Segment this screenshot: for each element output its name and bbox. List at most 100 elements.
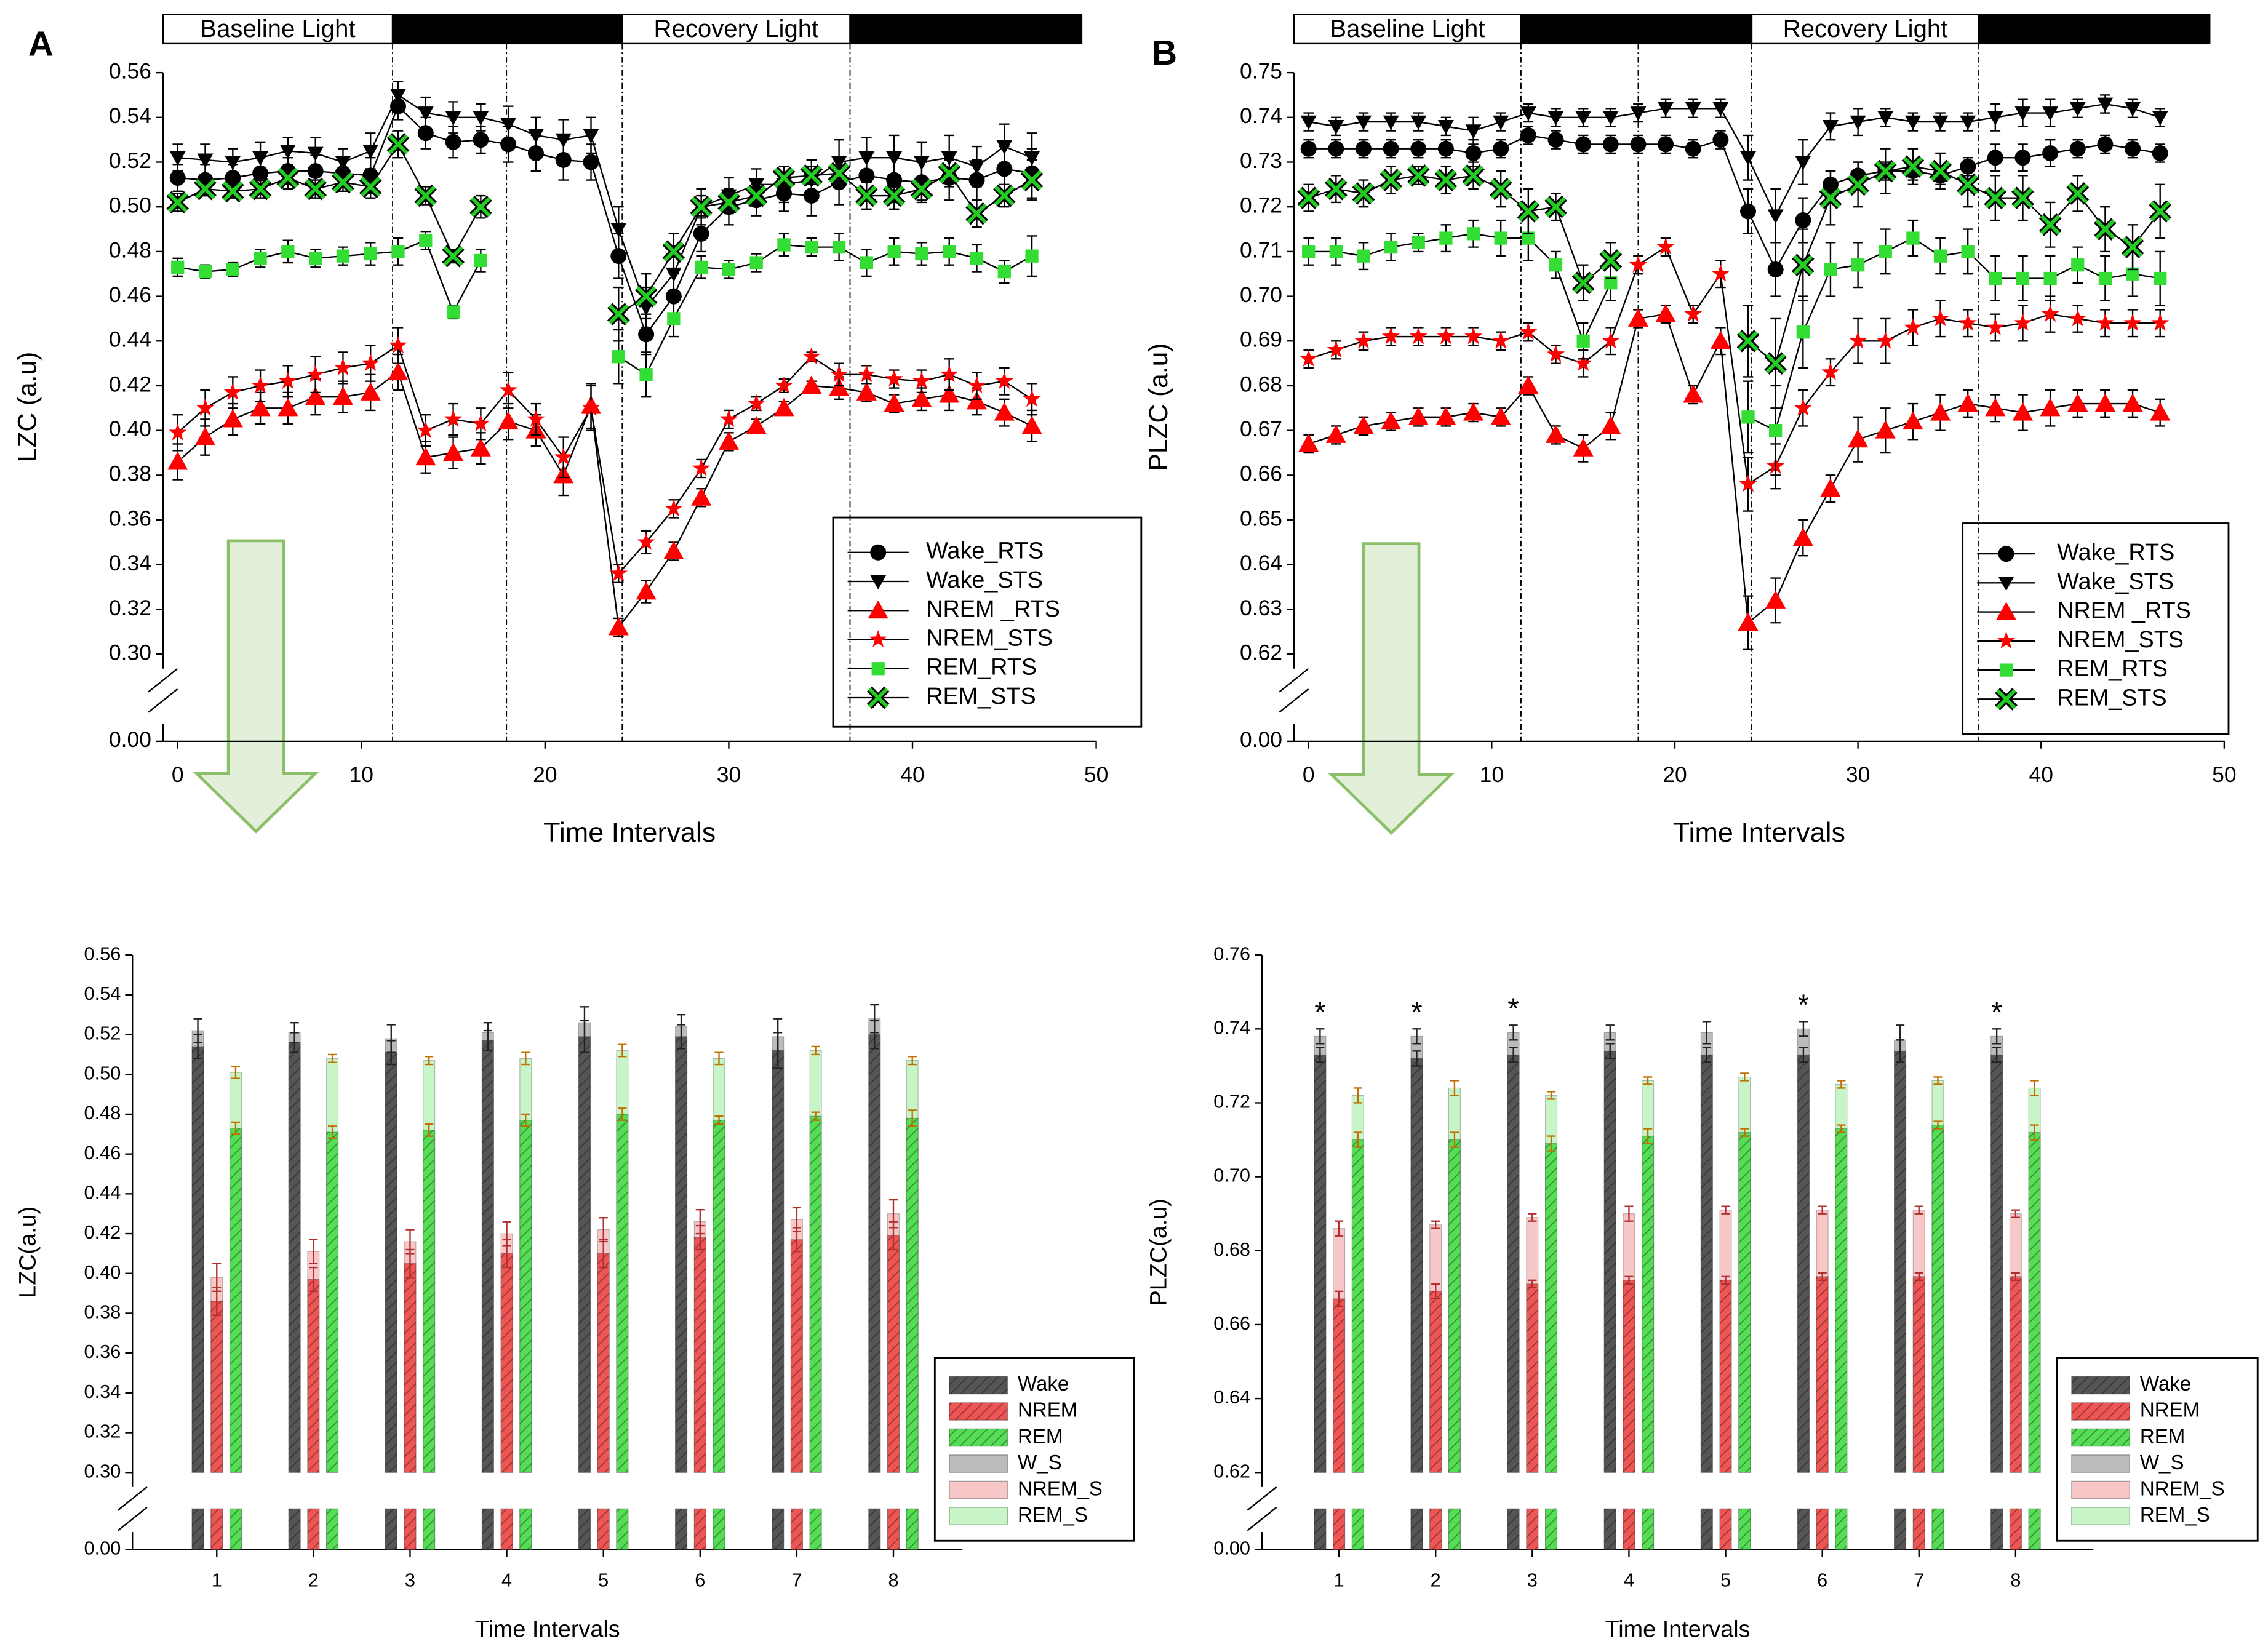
marker	[1819, 186, 1842, 210]
y-tick-label: 0.52	[84, 1023, 121, 1044]
marker	[866, 686, 890, 709]
legend-label: REM_STS	[2057, 685, 2167, 711]
marker	[2151, 313, 2170, 331]
marker	[1355, 115, 1372, 130]
legend-label: Wake	[1018, 1373, 1069, 1395]
y-tick-label: 0.46	[109, 282, 151, 307]
marker-shape	[1710, 330, 1731, 349]
marker	[167, 452, 188, 470]
marker	[1629, 255, 1648, 273]
bar-stub	[1351, 1508, 1364, 1550]
marker-shape	[1325, 425, 1346, 443]
significance-mark: *	[1314, 996, 1325, 1029]
marker-shape	[335, 156, 351, 170]
marker-shape	[2126, 267, 2139, 281]
marker-shape	[1519, 322, 1538, 340]
marker	[470, 438, 491, 457]
marker	[665, 267, 682, 282]
marker-shape	[887, 245, 901, 258]
marker	[1658, 102, 1674, 117]
marker	[886, 151, 903, 166]
bar	[713, 1120, 725, 1473]
marker-shape	[279, 372, 297, 389]
bar	[2009, 1276, 2022, 1473]
marker-shape	[500, 118, 517, 132]
marker	[473, 111, 489, 126]
marker	[1929, 159, 1952, 183]
marker	[1901, 155, 1925, 178]
marker-shape	[2098, 271, 2112, 285]
marker-shape	[250, 397, 271, 417]
marker-shape	[608, 616, 629, 636]
marker-shape	[1493, 140, 1509, 157]
marker	[1575, 111, 1592, 126]
error-bar	[1450, 1080, 1459, 1096]
marker	[2125, 102, 2141, 117]
marker	[360, 382, 381, 401]
marker-shape	[1985, 188, 2006, 208]
marker-shape	[169, 151, 186, 166]
y-tick-label: 0.75	[1240, 58, 1282, 83]
marker	[1547, 111, 1564, 126]
marker	[607, 303, 630, 326]
marker-shape	[415, 447, 436, 466]
marker-shape	[1712, 132, 1729, 148]
marker-shape	[1959, 313, 1977, 331]
legend-label: Wake_RTS	[926, 538, 1044, 564]
marker	[829, 378, 850, 396]
marker	[939, 384, 960, 403]
marker-shape	[639, 368, 653, 381]
marker-shape	[471, 414, 490, 432]
marker-shape	[1408, 407, 1429, 425]
legend-label: Wake	[2140, 1373, 2191, 1395]
marker-shape	[1848, 174, 1868, 195]
marker-shape	[1602, 111, 1619, 126]
marker	[1903, 411, 1923, 430]
legend-label: NREM _RTS	[2057, 598, 2191, 624]
marker-shape	[194, 427, 216, 445]
marker	[1520, 127, 1536, 143]
y-tick-label: 0.00	[1213, 1538, 1250, 1559]
marker-shape	[966, 391, 988, 410]
marker-shape	[2152, 111, 2168, 126]
error-bar	[1546, 1091, 1556, 1100]
marker	[2043, 271, 2057, 285]
marker	[1409, 327, 1427, 345]
marker-shape	[1025, 249, 1039, 263]
axis-break	[1247, 1507, 1277, 1531]
error-bar	[483, 1029, 492, 1051]
marker	[996, 140, 1013, 155]
marker-shape	[500, 136, 517, 153]
marker	[1658, 136, 1674, 153]
marker	[2069, 102, 2086, 117]
marker	[1874, 159, 1897, 183]
marker-shape	[1739, 474, 1757, 492]
marker-shape	[997, 265, 1011, 279]
marker-shape	[388, 134, 409, 154]
marker-shape	[390, 89, 407, 103]
marker	[1822, 119, 1839, 135]
bar-stub	[1797, 1508, 1810, 1550]
bar	[790, 1239, 803, 1473]
marker-shape	[2013, 313, 2032, 331]
error-bar	[1933, 1120, 1943, 1130]
x-tick-label: 0	[1303, 762, 1315, 787]
marker	[1491, 331, 1510, 349]
marker	[1437, 327, 1455, 345]
x-tick-label: 10	[349, 762, 373, 787]
marker-shape	[1328, 140, 1344, 157]
marker-shape	[1987, 111, 2003, 126]
error-bar	[1914, 1272, 1923, 1282]
bar-stub	[1507, 1508, 1520, 1550]
marker-shape	[1630, 106, 1647, 121]
marker-shape	[306, 365, 325, 383]
marker-shape	[223, 383, 242, 401]
bar-stub	[1912, 1508, 1925, 1550]
marker-shape	[773, 167, 794, 188]
marker	[1792, 527, 1813, 546]
marker-shape	[417, 421, 435, 439]
marker	[1382, 327, 1400, 345]
marker	[225, 156, 241, 170]
marker-shape	[2152, 145, 2168, 161]
marker	[722, 263, 736, 276]
